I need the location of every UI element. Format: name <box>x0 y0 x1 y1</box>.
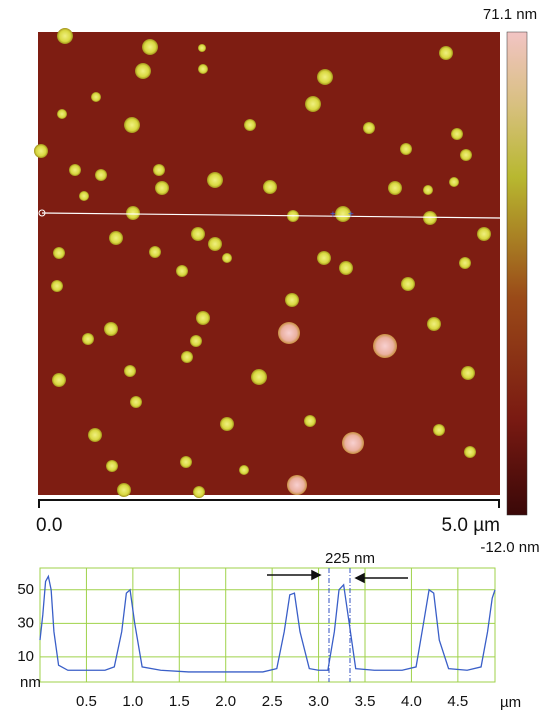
cursor: + <box>348 210 354 221</box>
plot-area <box>39 567 496 683</box>
x-tick-label: 4.0 <box>401 693 422 710</box>
x-unit: µm <box>500 694 521 711</box>
colorbar-min: -12.0 nm <box>480 539 539 556</box>
y-unit: nm <box>20 674 41 691</box>
annotation: 225 nm <box>325 550 375 567</box>
afm-image <box>38 32 500 495</box>
profile-curve <box>39 574 496 673</box>
x-tick-label: 1.0 <box>122 693 143 710</box>
colorbar <box>506 31 528 516</box>
particles <box>34 28 491 498</box>
y-tick-label: 10 <box>17 648 34 665</box>
x-tick-label: 3.5 <box>355 693 376 710</box>
cursor: + <box>330 210 336 221</box>
arrows <box>267 569 408 584</box>
x-tick-label: 4.5 <box>447 693 468 710</box>
scale-start: 0.0 <box>36 515 62 536</box>
large-particles <box>278 322 397 495</box>
profile-start <box>38 209 46 217</box>
x-tick-label: 2.5 <box>262 693 283 710</box>
x-tick-label: 0.5 <box>76 693 97 710</box>
x-tick-label: 2.0 <box>215 693 236 710</box>
x-tick-label: 1.5 <box>169 693 190 710</box>
profile-line <box>41 212 501 219</box>
x-tick-label: 3.0 <box>308 693 329 710</box>
colorbar-max: 71.1 nm <box>483 6 537 23</box>
y-tick-label: 50 <box>17 581 34 598</box>
y-tick-label: 30 <box>17 614 34 631</box>
scale-bar <box>38 499 500 508</box>
scale-end: 5.0 µm <box>442 515 500 536</box>
